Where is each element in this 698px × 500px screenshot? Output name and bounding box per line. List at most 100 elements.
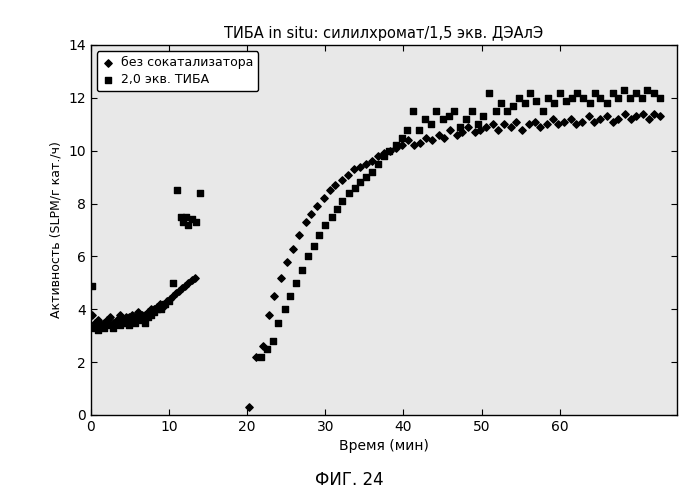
без сокатализатора xyxy=(111,316,122,324)
2,0 экв. ТИБА xyxy=(168,279,179,287)
2,0 экв. ТИБА xyxy=(530,96,542,104)
2,0 экв. ТИБА xyxy=(360,173,371,181)
2,0 экв. ТИБА xyxy=(454,123,466,131)
без сокатализатора xyxy=(107,318,119,326)
2,0 экв. ТИБА xyxy=(124,321,135,329)
без сокатализатора xyxy=(583,112,594,120)
2,0 экв. ТИБА xyxy=(355,178,366,186)
2,0 экв. ТИБА xyxy=(419,115,431,123)
2,0 экв. ТИБА xyxy=(607,88,618,96)
2,0 экв. ТИБА xyxy=(139,318,150,326)
2,0 экв. ТИБА xyxy=(105,321,116,329)
без сокатализатора xyxy=(498,120,510,128)
без сокатализатора xyxy=(98,318,110,326)
2,0 экв. ТИБА xyxy=(384,146,395,154)
без сокатализатора xyxy=(155,300,166,308)
без сокатализатора xyxy=(177,284,188,292)
2,0 экв. ТИБА xyxy=(96,321,107,329)
2,0 экв. ТИБА xyxy=(560,96,572,104)
без сокатализатора xyxy=(619,110,630,118)
2,0 экв. ТИБА xyxy=(490,107,501,115)
2,0 экв. ТИБА xyxy=(524,88,535,96)
2,0 экв. ТИБА xyxy=(86,282,97,290)
2,0 экв. ТИБА xyxy=(625,94,636,102)
без сокатализатора xyxy=(631,112,642,120)
без сокатализатора xyxy=(529,118,540,126)
2,0 экв. ТИБА xyxy=(373,160,384,168)
2,0 экв. ТИБА xyxy=(390,142,401,150)
без сокатализатора xyxy=(510,118,521,126)
без сокатализатора xyxy=(114,310,125,318)
2,0 экв. ТИБА xyxy=(195,189,206,197)
2,0 экв. ТИБА xyxy=(326,213,337,221)
без сокатализатора xyxy=(330,181,341,189)
2,0 экв. ТИБА xyxy=(566,94,577,102)
без сокатализатора xyxy=(565,115,577,123)
без сокатализатора xyxy=(385,146,396,154)
Y-axis label: Активность (SLPM/г кат./ч): Активность (SLPM/г кат./ч) xyxy=(50,142,63,318)
2,0 экв. ТИБА xyxy=(477,112,489,120)
без сокатализатора xyxy=(469,128,480,136)
без сокатализатора xyxy=(625,115,637,123)
без сокатализатора xyxy=(654,112,665,120)
2,0 экв. ТИБА xyxy=(107,324,119,332)
без сокатализатора xyxy=(170,290,181,298)
2,0 экв. ТИБА xyxy=(279,306,290,314)
без сокатализатора xyxy=(505,123,516,131)
без сокатализатора xyxy=(607,118,618,126)
без сокатализатора xyxy=(378,150,389,158)
без сокатализатора xyxy=(158,302,169,310)
2,0 экв. ТИБА xyxy=(117,316,128,324)
без сокатализатора xyxy=(438,134,450,141)
2,0 экв. ТИБА xyxy=(181,213,192,221)
2,0 экв. ТИБА xyxy=(584,99,595,107)
без сокатализатора xyxy=(124,313,135,321)
Title: ТИБА in situ: силилхромат/1,5 экв. ДЭАлЭ: ТИБА in situ: силилхромат/1,5 экв. ДЭАлЭ xyxy=(224,26,544,41)
без сокатализатора xyxy=(649,110,660,118)
без сокатализатора xyxy=(174,287,185,295)
без сокатализатора xyxy=(366,158,378,166)
без сокатализатора xyxy=(120,313,131,321)
2,0 экв. ТИБА xyxy=(92,326,103,334)
без сокатализатора xyxy=(541,120,552,128)
без сокатализатора xyxy=(547,115,558,123)
2,0 экв. ТИБА xyxy=(255,353,267,361)
без сокатализатора xyxy=(360,160,371,168)
без сокатализатора xyxy=(142,308,154,316)
2,0 экв. ТИБА xyxy=(618,86,630,94)
2,0 экв. ТИБА xyxy=(514,94,525,102)
2,0 экв. ТИБА xyxy=(183,220,194,228)
2,0 экв. ТИБА xyxy=(114,321,125,329)
без сокатализатора xyxy=(168,292,179,300)
без сокатализатора xyxy=(89,318,101,326)
без сокатализатора xyxy=(244,403,255,411)
без сокатализатора xyxy=(481,123,492,131)
без сокатализатора xyxy=(493,126,504,134)
без сокатализатора xyxy=(275,274,286,281)
без сокатализатора xyxy=(105,313,116,321)
без сокатализатора xyxy=(145,306,156,314)
без сокатализатора xyxy=(571,120,582,128)
без сокатализатора xyxy=(559,118,570,126)
2,0 экв. ТИБА xyxy=(343,189,355,197)
2,0 экв. ТИБА xyxy=(111,318,122,326)
без сокатализатора xyxy=(151,302,163,310)
2,0 экв. ТИБА xyxy=(296,266,307,274)
без сокатализатора xyxy=(87,310,98,318)
2,0 экв. ТИБА xyxy=(572,88,583,96)
2,0 экв. ТИБА xyxy=(130,318,141,326)
без сокатализатора xyxy=(553,120,564,128)
2,0 экв. ТИБА xyxy=(320,220,331,228)
без сокатализатора xyxy=(644,115,655,123)
без сокатализатора xyxy=(149,306,160,314)
без сокатализатора xyxy=(269,292,280,300)
без сокатализатора xyxy=(595,115,606,123)
без сокатализатора xyxy=(487,120,498,128)
2,0 экв. ТИБА xyxy=(507,102,519,110)
без сокатализатора xyxy=(164,294,175,302)
2,0 экв. ТИБА xyxy=(407,107,418,115)
без сокатализатора xyxy=(257,342,268,350)
без сокатализатора xyxy=(342,170,353,178)
2,0 экв. ТИБА xyxy=(159,300,170,308)
без сокатализатора xyxy=(348,165,359,173)
